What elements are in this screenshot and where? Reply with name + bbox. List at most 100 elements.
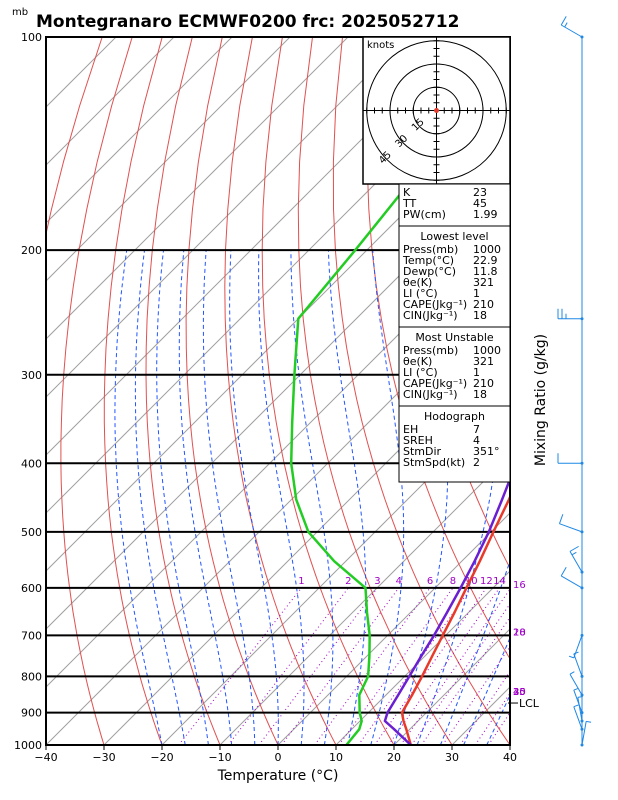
moist-adiabat-line [229, 250, 279, 745]
x-axis-title: Temperature (°C) [217, 768, 339, 784]
lowest-level-value: 11.8 [473, 265, 498, 278]
wind-barb-profile [557, 16, 592, 747]
mixing-ratio-label: 20 [513, 627, 526, 638]
most-unstable-label: θe(K) [403, 355, 432, 368]
isotherm-line [46, 222, 510, 688]
mixing-ratio-label: 6 [427, 576, 433, 587]
mixing-ratio-label: 16 [513, 580, 526, 591]
mixing-ratio-label: 1 [298, 576, 304, 587]
dry-adiabat-line [492, 37, 510, 213]
lcl-label: LCL [519, 697, 540, 710]
wind-barb [559, 523, 583, 533]
pressure-tick-label: 600 [21, 582, 42, 595]
temperature-profile [400, 494, 510, 745]
isotherm-line [46, 37, 233, 224]
wind-barb [581, 721, 587, 746]
mixing-ratio-label: 4 [396, 576, 402, 587]
hodograph-unit: knots [367, 40, 394, 51]
isotherm-line [46, 37, 407, 398]
wind-level-dot [580, 570, 584, 574]
lowest-level-title: Lowest level [420, 230, 488, 243]
lowest-level-value: 1 [473, 287, 480, 300]
temperature-tick-label: 30 [445, 751, 459, 764]
index-label: TT [402, 197, 417, 210]
temperature-tick-label: −10 [208, 751, 231, 764]
pressure-tick-label: 1000 [14, 739, 42, 752]
index-value: 23 [473, 186, 487, 199]
temperature-tick-label: 20 [387, 751, 401, 764]
mixing-ratio-label: 30 [513, 687, 526, 698]
pressure-tick-label: 200 [21, 244, 42, 257]
pressure-unit-label: mb [12, 7, 28, 18]
mixing-ratio-line [258, 587, 378, 745]
isotherm-line [46, 37, 117, 108]
pressure-tick-label: 100 [21, 31, 42, 44]
mixing-ratio-line [459, 670, 510, 745]
pressure-tick-label: 900 [21, 707, 42, 720]
temperature-tick-label: 10 [329, 751, 343, 764]
temperature-axis: −40 −30 −20 −10 0 10 20 30 40 [34, 745, 517, 764]
most-unstable-label: CAPE(Jkg⁻¹) [403, 377, 467, 390]
parcel-profile [383, 475, 510, 745]
isotherm-line [335, 570, 510, 745]
hodograph-param-value: 2 [473, 456, 480, 469]
wind-barb [573, 706, 583, 730]
most-unstable-label: LI (°C) [403, 366, 438, 379]
pressure-axis: 100 200 300 400 500 600 700 800 900 1000 [14, 31, 42, 752]
mixing-ratio-line [487, 711, 510, 745]
wind-barb-flag [573, 687, 579, 691]
wind-level-dot [580, 674, 584, 678]
lowest-level-value: 22.9 [473, 254, 498, 267]
lowest-level-label: LI (°C) [403, 287, 438, 300]
lowest-level-label: Dewp(°C) [403, 265, 456, 278]
mixing-ratio-line [374, 587, 487, 745]
dry-adiabat-line [583, 37, 618, 745]
wind-barb-flag [560, 16, 567, 26]
isotherm-line [161, 396, 510, 745]
wind-barb [573, 635, 583, 659]
wind-barb [577, 697, 583, 722]
dry-adiabat-line [185, 37, 279, 745]
wind-barb-flag [558, 514, 564, 524]
lowest-level-label: Temp(°C) [402, 254, 454, 267]
mixing-ratio-label: 3 [374, 576, 380, 587]
dry-adiabat-line [553, 37, 618, 745]
lowest-level-value: 1000 [473, 243, 501, 256]
hodograph-param-value: 4 [473, 434, 480, 447]
chart-title: Montegranaro ECMWF0200 frc: 2025052712 [36, 12, 459, 32]
most-unstable-title: Most Unstable [415, 331, 494, 344]
pressure-tick-label: 300 [21, 369, 42, 382]
pressure-tick-label: 800 [21, 670, 42, 683]
dry-adiabat-line [224, 37, 337, 745]
isotherm-line [46, 37, 349, 340]
hodograph-param-label: StmSpd(kt) [403, 456, 465, 469]
temperature-tick-label: −30 [92, 751, 115, 764]
wind-barb [573, 653, 583, 677]
dry-adiabat-line [613, 37, 618, 745]
wind-barb-flag [577, 696, 583, 698]
mixing-ratio-line [442, 645, 510, 745]
hodograph-param-title: Hodograph [424, 410, 485, 423]
pressure-tick-label: 700 [21, 629, 42, 642]
pressure-tick-label: 500 [21, 526, 42, 539]
lowest-level-value: 210 [473, 298, 494, 311]
mixing-ratio-label: 18 [513, 627, 526, 638]
hodograph-param-value: 7 [473, 423, 480, 436]
wind-barb-flag [573, 704, 579, 708]
mixing-ratio-label: 10 [465, 576, 478, 587]
wind-barb-flag [569, 545, 579, 552]
hodograph-param-label: EH [403, 423, 418, 436]
mixing-ratio-label: 35 [513, 687, 526, 698]
mixing-ratio-label: 12 [480, 576, 493, 587]
most-unstable-value: 18 [473, 388, 487, 401]
mixing-ratio-line [281, 587, 400, 745]
most-unstable-value: 210 [473, 377, 494, 390]
wind-level-dot [580, 586, 584, 590]
pressure-tick-label: 400 [21, 457, 42, 470]
dry-adiabat-line [332, 37, 510, 745]
most-unstable-value: 321 [473, 355, 494, 368]
